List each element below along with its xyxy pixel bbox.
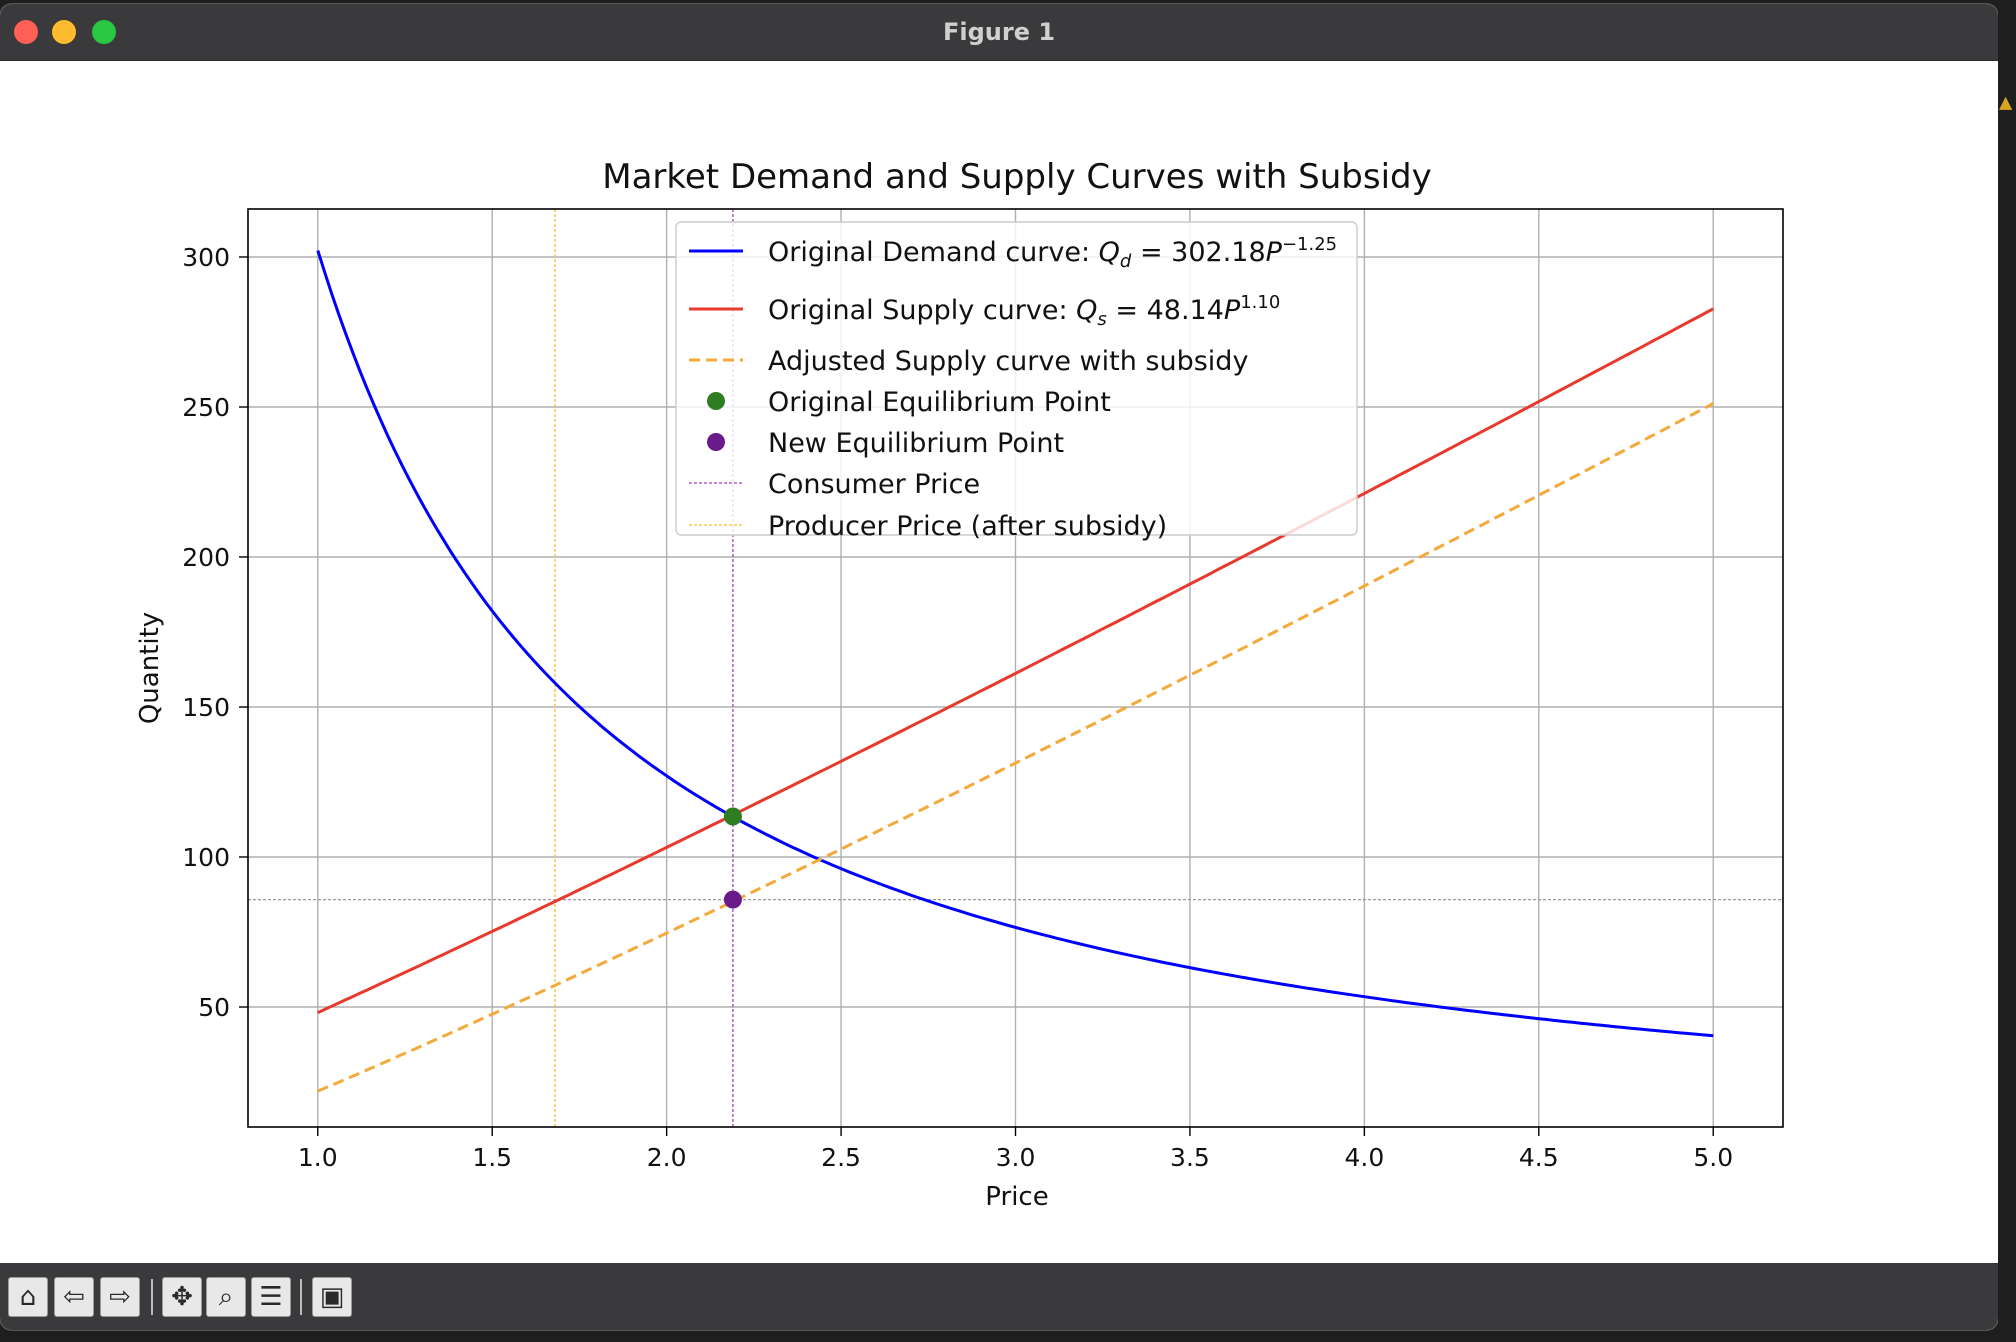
close-window-button[interactable] [14, 20, 38, 44]
legend: Original Demand curve: Qd = 302.18P−1.25… [675, 221, 1358, 542]
title-bar: Figure 1 [0, 4, 1998, 61]
back-button[interactable]: ⇦ [54, 1277, 94, 1317]
arrow-left-icon: ⇦ [63, 1282, 85, 1312]
legend-box [675, 221, 1358, 536]
figure-window: Figure 1 1.0 1.5 2.0 2.5 3.0 3.5 4.0 4.5 5.0 50 10… [0, 4, 1998, 1330]
x-tick-label: 5.0 [1693, 1143, 1733, 1172]
x-tick-label: 3.0 [996, 1143, 1036, 1172]
legend-adjusted-supply-label: Adjusted Supply curve with subsidy [768, 346, 1248, 377]
legend-original-equilibrium-label: Original Equilibrium Point [768, 387, 1111, 418]
save-icon: ▣ [319, 1282, 345, 1312]
zoom-icon: ⌕ [218, 1282, 234, 1312]
ticks: 1.0 1.5 2.0 2.5 3.0 3.5 4.0 4.5 5.0 50 100 150 200 25… [182, 243, 1733, 1172]
supply-curve [317, 307, 1714, 1014]
adjusted-supply-curve [317, 402, 1714, 1093]
new-equilibrium-point [723, 890, 742, 909]
demand-curve [316, 250, 1714, 1038]
x-tick-label: 2.5 [821, 1143, 861, 1172]
forward-button[interactable]: ⇨ [100, 1277, 140, 1317]
x-tick-label: 1.5 [472, 1143, 512, 1172]
y-tick-label: 200 [182, 543, 230, 572]
minimize-window-button[interactable] [52, 20, 76, 44]
y-tick-label: 100 [182, 843, 230, 872]
pan-button[interactable]: ✥ [162, 1277, 202, 1317]
x-tick-label: 4.0 [1344, 1143, 1384, 1172]
x-tick-label: 4.5 [1519, 1143, 1559, 1172]
y-tick-label: 50 [198, 993, 230, 1022]
y-tick-label: 250 [182, 393, 230, 422]
original-equilibrium-point [723, 807, 742, 826]
arrow-right-icon: ⇨ [109, 1282, 131, 1312]
series [316, 250, 1714, 1093]
zoom-button[interactable]: ⌕ [206, 1277, 246, 1317]
legend-new-equilibrium-swatch [707, 433, 725, 451]
navigation-toolbar: ⌂ ⇦ ⇨ ✥ ⌕ ☰ ▣ [0, 1263, 1998, 1330]
move-icon: ✥ [171, 1282, 193, 1312]
x-tick-label: 2.0 [647, 1143, 687, 1172]
home-button[interactable]: ⌂ [8, 1277, 48, 1317]
y-tick-label: 150 [182, 693, 230, 722]
x-tick-label: 3.5 [1170, 1143, 1210, 1172]
points [723, 807, 742, 909]
plot-canvas: 1.0 1.5 2.0 2.5 3.0 3.5 4.0 4.5 5.0 50 100 150 200 25… [0, 61, 1998, 1263]
warning-icon: ▲ [1999, 90, 2013, 115]
background-editor-strip [1998, 0, 2016, 1342]
toolbar-separator [151, 1279, 153, 1315]
sliders-icon: ☰ [259, 1282, 283, 1312]
maximize-window-button[interactable] [92, 20, 116, 44]
legend-demand-label: Original Demand curve: Qd = 302.18P−1.25 [768, 234, 1337, 272]
legend-original-equilibrium-swatch [707, 392, 725, 410]
configure-subplots-button[interactable]: ☰ [251, 1277, 291, 1317]
y-tick-label: 300 [182, 243, 230, 272]
chart-title: Market Demand and Supply Curves with Sub… [602, 157, 1431, 197]
y-axis-label: Quantity [135, 612, 165, 724]
toolbar-separator [300, 1279, 302, 1315]
x-tick-label: 1.0 [298, 1143, 338, 1172]
legend-consumer-price-label: Consumer Price [768, 469, 980, 500]
save-button[interactable]: ▣ [312, 1277, 352, 1317]
home-icon: ⌂ [19, 1282, 37, 1312]
chart: 1.0 1.5 2.0 2.5 3.0 3.5 4.0 4.5 5.0 50 100 150 200 25… [135, 157, 1784, 1212]
legend-producer-price-label: Producer Price (after subsidy) [768, 511, 1167, 542]
legend-supply-label: Original Supply curve: Qs = 48.14P1.10 [768, 292, 1280, 330]
window-title: Figure 1 [942, 18, 1056, 46]
legend-new-equilibrium-label: New Equilibrium Point [768, 428, 1064, 459]
x-axis-label: Price [985, 1182, 1048, 1212]
